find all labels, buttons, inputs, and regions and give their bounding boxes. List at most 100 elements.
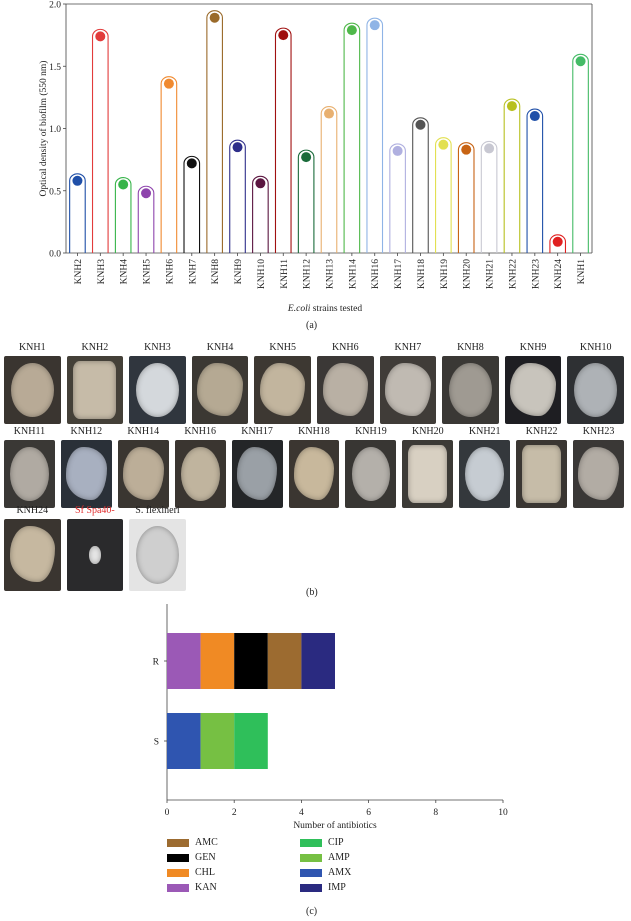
colony-label: KNH17 [241,426,273,437]
x-tick-label: KNH4 [120,259,130,285]
data-point [575,56,586,67]
lollipop-stem [366,17,384,253]
colony-image [129,519,186,591]
colony-label: KNH7 [394,342,422,353]
colony-label: KNH5 [269,342,297,353]
lollipop-stem [137,185,155,253]
colony-blob [65,446,107,500]
colony-blob [510,362,556,416]
panel-label-a: (a) [306,320,318,331]
x-tick-label: KNH11 [280,259,290,289]
y-tick-label: S [154,738,159,748]
bar-segment-kan [167,633,201,689]
colony-image [402,440,454,508]
colony-blob [135,526,179,584]
lollipop-stem [274,27,292,253]
colony-blob [574,362,618,418]
legend-swatch [300,883,322,892]
colony-blob [10,446,49,502]
y-tick-label: 1.5 [49,63,61,73]
data-point [232,142,243,153]
colony-label: KNH24 [16,505,49,516]
colony-image [573,440,624,508]
legend-swatch [167,883,189,892]
colony-label: KNH23 [582,426,615,437]
x-tick-label: KNH3 [97,259,107,285]
colony-blob [10,362,54,418]
panel-label-c: (c) [306,906,318,917]
legend-label: KAN [195,882,217,893]
data-point [438,139,449,150]
y-axis-label: Optical density of biofilm (550 nm) [38,61,49,197]
colony-blob [260,362,306,416]
colony-label: KNH2 [81,342,109,353]
colony-label: KNH3 [144,342,171,353]
legend-item: AMX [300,867,351,878]
legend-label: CHL [195,867,215,878]
data-point [186,158,197,169]
data-point [209,12,220,23]
lollipop-stem [549,234,567,253]
x-tick-label: KNH22 [508,259,518,289]
colony-image [117,440,169,508]
colony-blob [9,526,55,583]
x-tick-label: 8 [433,808,438,818]
colony-image [254,356,311,424]
data-point [506,101,517,112]
lollipop-stem [160,76,178,253]
colony-label: KNH6 [331,342,359,353]
lollipop-stem [114,177,132,253]
colony-blob [293,446,335,500]
x-tick-label: 6 [366,808,371,818]
bar-segment-amc [267,633,302,689]
colony-blob [197,362,243,416]
x-tick-label: KNH14 [348,259,358,289]
lollipop-stem [389,143,406,253]
colony-image [174,440,226,508]
lollipop-stem [572,53,589,253]
legend-item: KAN [167,882,217,893]
legend-swatch [300,838,322,847]
colony-image [504,356,562,424]
colony-blob [385,362,431,416]
colony-label: KNH1 [18,342,46,353]
legend-swatch [167,853,189,862]
legend-swatch [167,838,189,847]
legend-label: AMX [328,867,352,878]
bar-segment-amp [200,713,235,769]
data-point [484,143,495,154]
lollipop-stem [412,117,429,253]
lollipop-stem [320,106,338,253]
legend-swatch [300,868,322,877]
legend-label: AMC [195,837,218,848]
lollipop-stem [480,140,498,253]
legend-label: AMP [328,852,350,863]
y-tick-label: 1.0 [49,125,61,135]
colony-label: S. flexineri [135,505,180,516]
colony-image [66,519,124,591]
colony-blob [322,362,368,416]
legend-item: CIP [300,837,344,848]
lollipop-stem [206,10,223,253]
data-point [324,108,334,119]
colony-image [516,440,568,508]
x-tick-label: 2 [232,808,237,818]
colony-image [66,356,124,424]
colony-label: KNH4 [206,342,234,353]
y-tick-label: 0.0 [49,250,61,260]
colony-image [191,356,249,424]
x-axis-label: Number of antibiotics [293,820,377,831]
x-tick-label: 10 [498,808,508,818]
data-point [552,236,563,247]
data-point [278,30,289,41]
x-tick-label: KNH1 [577,259,587,285]
colony-label: KNH21 [468,426,501,437]
legend-item: CHL [167,867,215,878]
bar-segment-cip [234,713,268,769]
colony-label: KNH16 [184,426,216,437]
colony-blob [135,362,179,418]
colony-blob [89,546,101,564]
x-tick-label: KNH2 [74,259,84,285]
colony-image [60,440,112,508]
x-tick-label: KNH10 [257,259,267,289]
